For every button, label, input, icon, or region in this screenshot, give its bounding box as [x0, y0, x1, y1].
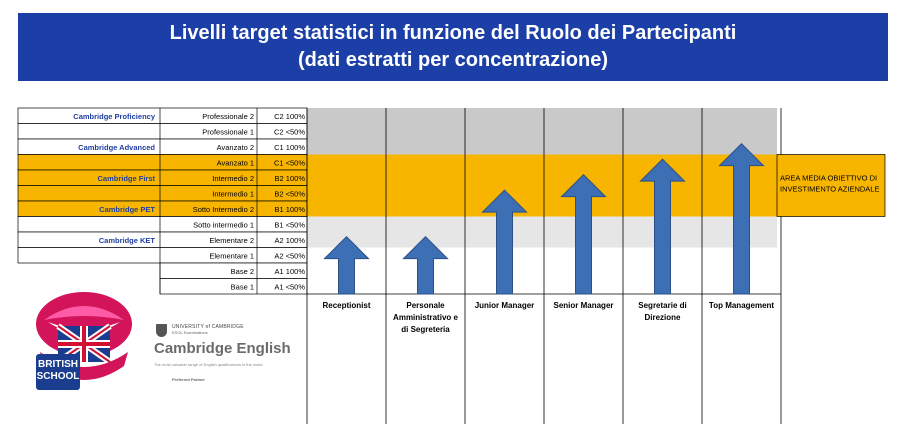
role-label: Top Management — [709, 301, 775, 310]
table-row — [17, 231, 308, 248]
level-label: Base 2 — [231, 267, 254, 276]
logo-text-school: SCHOOL — [37, 371, 80, 382]
role-label: di Segreteria — [401, 325, 450, 334]
table-row — [17, 216, 308, 233]
british-school-logo: BRITISH SCHOOL — [28, 282, 140, 402]
exam-label: Cambridge Advanced — [78, 143, 155, 152]
cambridge-partner-logo: UNIVERSITY of CAMBRIDGE ESOL Examination… — [152, 324, 302, 394]
level-label: Sotto Intermedio 2 — [193, 205, 254, 214]
level-code: A1 100% — [275, 267, 306, 276]
role-label: Amministrativo e — [393, 313, 458, 322]
level-band — [307, 247, 777, 263]
level-label: Avanzato 1 — [217, 159, 254, 168]
exam-label: Cambridge KET — [99, 236, 156, 245]
cambridge-exams: ESOL Examinations — [172, 330, 208, 335]
level-band — [307, 170, 777, 186]
level-code: C2 <50% — [274, 128, 305, 137]
chart-title: Livelli target statistici in funzione de… — [169, 22, 737, 44]
table-row — [17, 107, 308, 124]
level-code: B2 <50% — [274, 190, 305, 199]
role-label: Direzione — [644, 313, 681, 322]
level-code: A2 100% — [275, 236, 306, 245]
level-band — [307, 278, 777, 294]
level-band — [307, 232, 777, 248]
level-label: Intermedio 1 — [212, 190, 254, 199]
table-row — [17, 138, 308, 155]
table-row — [17, 200, 308, 217]
level-band — [307, 139, 777, 155]
level-code: B2 100% — [275, 174, 306, 183]
table-row — [17, 185, 308, 202]
level-label: Elementare 1 — [209, 252, 254, 261]
level-code: A2 <50% — [274, 252, 305, 261]
role-arrow — [402, 235, 449, 295]
role-arrow — [323, 235, 370, 295]
level-code: B1 100% — [275, 205, 306, 214]
level-label: Sotto intermedio 1 — [193, 221, 254, 230]
level-label: Base 1 — [231, 283, 254, 292]
level-band — [307, 154, 777, 170]
level-code: A1 <50% — [274, 283, 305, 292]
target-area-label: AREA MEDIA OBIETTIVO DI — [780, 174, 877, 183]
role-label: Segretarie di — [638, 301, 686, 310]
cambridge-partner-label: Preferred Partner — [172, 377, 205, 382]
chart-subtitle: (dati estratti per concentrazione) — [297, 49, 609, 71]
table-row — [17, 169, 308, 186]
level-code: C2 100% — [274, 112, 305, 121]
level-band — [307, 263, 777, 279]
exam-label: Cambridge First — [97, 174, 155, 183]
target-area-box — [776, 154, 886, 217]
exam-label: Cambridge PET — [99, 205, 155, 214]
level-code: B1 <50% — [274, 221, 305, 230]
level-band — [307, 216, 777, 232]
role-label: Personale — [406, 301, 445, 310]
title-banner: Livelli target statistici in funzione de… — [18, 13, 888, 81]
role-label: Senior Manager — [553, 301, 613, 310]
table-row — [17, 154, 308, 171]
table-row — [17, 123, 308, 140]
role-arrow — [639, 158, 686, 295]
cambridge-shield-icon — [156, 324, 167, 337]
cambridge-brand: Cambridge English — [154, 340, 291, 357]
level-label: Avanzato 2 — [217, 143, 254, 152]
level-label: Professionale 1 — [202, 128, 254, 137]
table-row — [17, 247, 308, 264]
cambridge-tagline: The most valuable range of English quali… — [154, 362, 263, 367]
role-arrow — [481, 189, 528, 295]
role-label: Receptionist — [322, 301, 370, 310]
level-band — [307, 108, 777, 124]
level-band — [307, 201, 777, 217]
level-label: Intermedio 2 — [212, 174, 254, 183]
level-label: Professionale 2 — [202, 112, 254, 121]
level-code: C1 <50% — [274, 159, 305, 168]
role-arrow — [718, 142, 765, 295]
role-arrow — [560, 173, 607, 295]
target-area-label: INVESTIMENTO AZIENDALE — [780, 185, 879, 194]
exam-label: Cambridge Proficiency — [73, 112, 156, 121]
level-label: Elementare 2 — [209, 236, 254, 245]
level-band — [307, 185, 777, 201]
level-band — [307, 123, 777, 139]
level-code: C1 100% — [274, 143, 305, 152]
cambridge-university: UNIVERSITY of CAMBRIDGE — [172, 324, 244, 330]
logo-text-british: BRITISH — [38, 359, 78, 370]
role-label: Junior Manager — [475, 301, 535, 310]
